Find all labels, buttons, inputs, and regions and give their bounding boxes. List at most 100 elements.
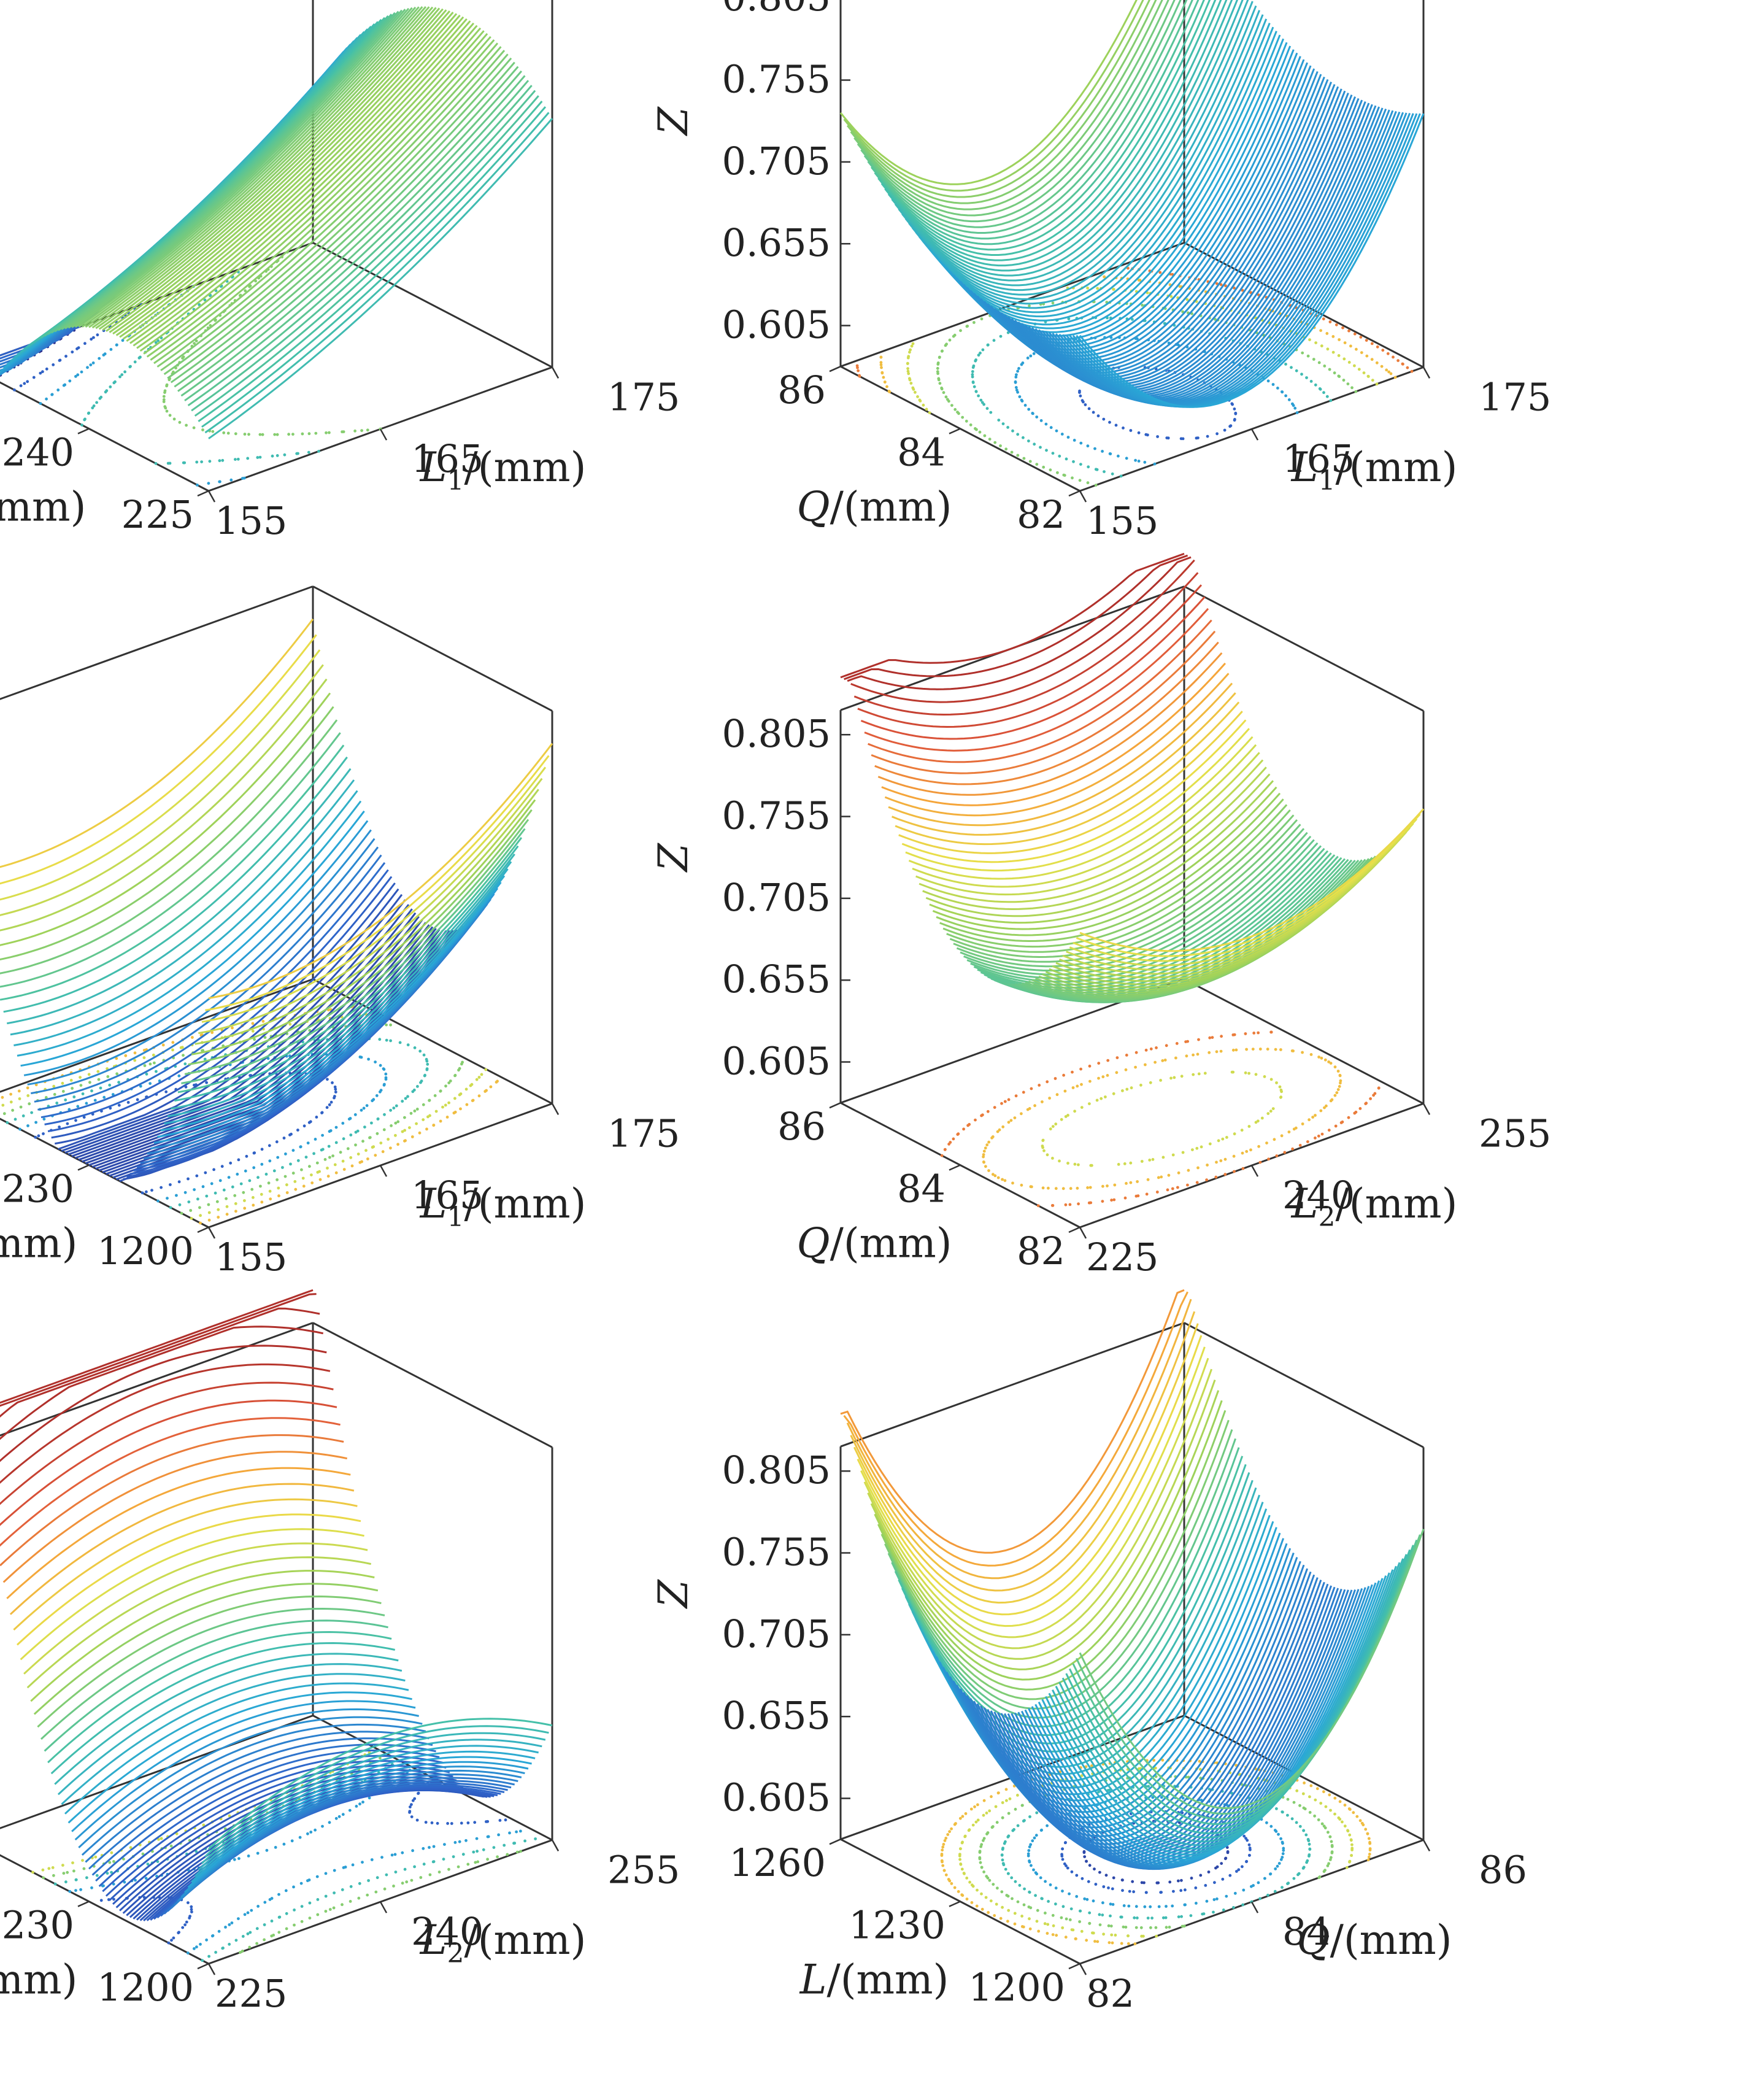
contour-point: [1233, 418, 1236, 421]
contour-point: [475, 1837, 479, 1840]
contour-point: [1154, 1926, 1158, 1929]
contour-point: [971, 380, 975, 384]
contour-point: [351, 1863, 355, 1867]
contour-point: [250, 1908, 253, 1912]
contour-point: [1056, 471, 1059, 474]
surface-mesh-line: [874, 0, 1200, 245]
contour-point: [1300, 372, 1303, 376]
contour-point: [76, 373, 80, 377]
contour-point: [993, 441, 997, 444]
surface-mesh-line: [996, 1588, 1342, 1869]
contour-point: [1171, 1187, 1174, 1191]
contour-point: [109, 348, 113, 351]
contour-point: [74, 1889, 77, 1893]
surface-mesh-line: [184, 819, 530, 1075]
contour-point: [1007, 1098, 1011, 1102]
contour-point: [258, 433, 262, 436]
surface-mesh-line: [40, 862, 386, 1119]
contour-point: [331, 1154, 334, 1157]
contour-point: [1137, 431, 1141, 434]
axis-box-edge: [0, 978, 314, 1093]
contour-point: [1169, 1076, 1173, 1080]
contour-point: [987, 1140, 990, 1144]
contour-point: [201, 1185, 205, 1189]
contour-point: [1094, 1883, 1098, 1886]
contour-point: [1387, 370, 1391, 374]
surface-mesh-line: [949, 814, 1295, 959]
contour-point: [1122, 1904, 1126, 1907]
contour-point: [203, 1057, 207, 1061]
x-tick-label: 240: [411, 1909, 483, 1954]
contour-point: [1266, 379, 1270, 383]
contour-point: [1101, 1184, 1104, 1188]
contour-point: [1122, 426, 1125, 430]
contour-point: [102, 1095, 106, 1099]
contour-point: [1016, 1824, 1020, 1827]
contour-point: [193, 1947, 196, 1950]
surface-mesh-line: [115, 1776, 460, 1908]
surface-panel-middle-right: 0.8050.7550.7050.6550.605Z22524025582848…: [650, 552, 1551, 1279]
contour-point: [475, 1078, 479, 1081]
surface-mesh-line: [1061, 112, 1408, 407]
contour-point: [1030, 1864, 1033, 1867]
contour-point: [1083, 1897, 1087, 1901]
contour-point: [1320, 1822, 1324, 1826]
contour-point: [880, 371, 884, 374]
contour-point: [1064, 1841, 1067, 1844]
contour-point: [169, 1844, 173, 1848]
x-tick-label: 165: [1282, 436, 1355, 481]
contour-point: [1206, 1164, 1209, 1167]
contour-point: [964, 1812, 968, 1815]
contour-point: [946, 398, 949, 401]
contour-point: [1039, 1876, 1042, 1880]
contour-point: [954, 1822, 957, 1825]
contour-point: [1177, 1915, 1180, 1919]
contour-point: [1016, 453, 1020, 457]
contour-point: [1365, 354, 1369, 358]
contour-point: [987, 1169, 990, 1172]
contour-point: [155, 1070, 158, 1073]
contour-point: [314, 1828, 317, 1832]
contour-point: [942, 391, 946, 395]
surface-mesh-line: [0, 1399, 337, 1526]
contour-point: [1221, 1877, 1225, 1881]
contour-point: [1247, 1071, 1250, 1075]
contour-point: [220, 1165, 224, 1168]
x-tick: [1250, 428, 1259, 441]
contour-point: [217, 1208, 220, 1211]
surface-mesh-line: [201, 1732, 546, 1864]
contour-point: [1030, 1087, 1033, 1090]
contour-point: [1328, 1793, 1331, 1797]
surface-mesh-line: [1065, 112, 1411, 408]
contour-point: [1101, 1075, 1105, 1079]
contour-point: [26, 1124, 29, 1127]
surface-mesh-line: [1055, 111, 1401, 406]
contour-point: [982, 1155, 985, 1159]
contour-point: [1177, 1171, 1180, 1175]
contour-point: [471, 1098, 475, 1102]
contour-point: [346, 1147, 350, 1151]
contour-point: [970, 1883, 974, 1887]
contour-point: [361, 1800, 364, 1804]
contour-point: [1317, 361, 1321, 365]
contour-point: [996, 1176, 1000, 1179]
contour-point: [1029, 354, 1033, 358]
contour-point: [211, 430, 215, 433]
surface-mesh-line: [47, 14, 393, 335]
contour-point: [1112, 1092, 1115, 1095]
contour-point: [1231, 1033, 1235, 1036]
contour-point: [1220, 1862, 1223, 1866]
contour-point: [268, 1189, 272, 1193]
y-tick-label: 1230: [0, 1167, 74, 1211]
contour-point: [987, 1911, 990, 1914]
contour-point: [1206, 434, 1209, 438]
contour-point: [175, 1832, 179, 1835]
contour-point: [285, 1183, 288, 1187]
contour-point: [181, 1926, 185, 1929]
surface-mesh-line: [57, 1663, 402, 1796]
contour-point: [1318, 1875, 1322, 1878]
contour-point: [169, 1183, 172, 1186]
contour-point: [1052, 1924, 1055, 1928]
contour-point: [248, 1179, 252, 1183]
contour-point: [342, 1866, 345, 1869]
